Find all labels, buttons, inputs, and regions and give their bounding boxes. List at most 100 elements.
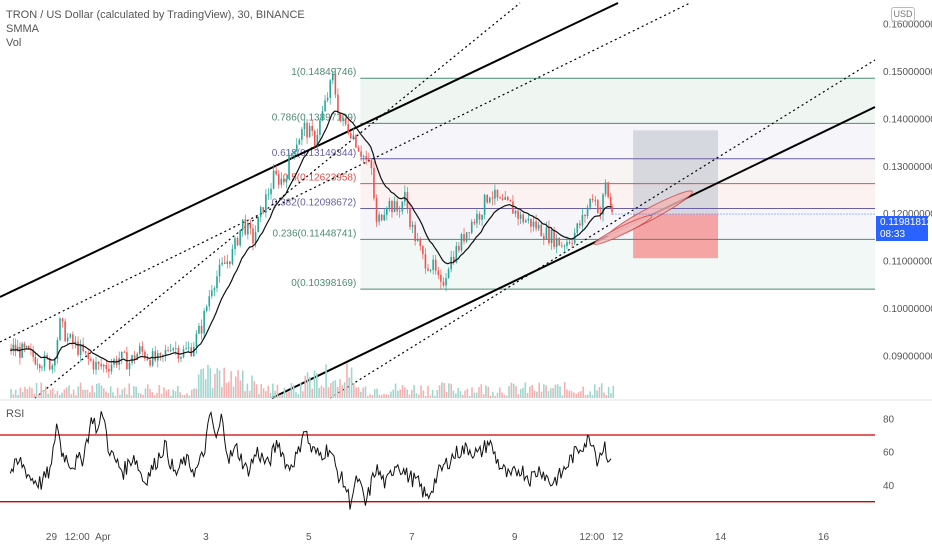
candle-body [551,230,553,243]
volume-bar [300,383,302,398]
volume-bar [425,396,427,398]
volume-bar [434,396,436,398]
volume-bar [369,394,371,398]
volume-bar [302,391,304,398]
volume-bar [207,365,209,398]
candle-body [611,206,613,212]
candle-body [232,249,234,264]
volume-bar [228,382,230,398]
volume-bar [196,389,198,398]
volume-bar [156,393,158,398]
smma-indicator-label[interactable]: SMMA [6,22,305,36]
fib-label-0.618: 0.618(0.13149344) [272,148,357,159]
candle-body [201,326,203,334]
candle-body [546,227,548,239]
volume-bar [531,385,533,398]
volume-bar [337,387,339,398]
volume-bar [374,389,376,398]
volume-bar [388,395,390,398]
time-tick-label: 3 [203,532,209,543]
candle-body [185,348,187,349]
candle-body [239,230,241,245]
volume-bar [311,389,313,398]
candle-body [358,147,360,151]
volume-bar [527,393,529,398]
candle-body [522,215,524,223]
candle-body [265,195,267,213]
volume-bar [494,396,496,398]
candle-body [306,123,308,138]
volume-bar [543,384,545,398]
volume-bar [147,384,149,398]
volume-indicator-label[interactable]: Vol [6,36,305,50]
candle-body [589,199,591,208]
fib-label-1: 1(0.14849746) [291,67,356,78]
volume-bar [140,394,142,398]
volume-bar [409,395,411,398]
volume-bar [328,387,330,398]
symbol-title: TRON / US Dollar (calculated by TradingV… [6,8,305,22]
candle-body [474,222,476,224]
volume-bar [564,382,566,398]
volume-bar [91,386,93,398]
candle-body [582,215,584,225]
volume-bar [550,388,552,398]
volume-bar [216,368,218,398]
volume-bar [508,386,510,398]
volume-bar [536,392,538,398]
candle-body [337,95,339,113]
volume-bar [281,394,283,398]
volume-bar [332,381,334,398]
candle-body [172,348,174,350]
volume-bar [186,393,188,398]
candle-body [365,156,367,159]
candle-body [221,263,223,265]
volume-bar [379,395,381,398]
volume-bar [152,392,154,398]
volume-bar [43,390,45,398]
volume-bar [487,387,489,398]
volume-bar [103,388,105,398]
volume-bar [499,387,501,398]
volume-bar [89,392,91,398]
candle-body [88,353,90,359]
volume-bar [138,393,140,398]
candle-body [594,200,596,201]
candle-body [250,223,252,228]
candle-body [510,200,512,201]
volume-bar [432,390,434,398]
volume-bar [270,393,272,398]
candle-body [41,367,43,368]
candle-body [147,359,149,360]
candle-body [131,355,133,363]
volume-bar [256,384,258,398]
candle-body [517,211,519,219]
volume-bar [304,376,306,398]
candle-body [270,189,272,195]
candle-body [95,362,97,370]
volume-bar [73,390,75,398]
candle-body [211,290,213,296]
candle-body [458,246,460,250]
time-tick-label: 9 [512,532,518,543]
candle-body [440,275,442,282]
bar-countdown: 08:33 [880,229,928,241]
rsi-pane-label[interactable]: RSI [6,408,24,420]
volume-bar [490,396,492,398]
volume-bar [68,385,70,398]
currency-button[interactable]: USD [891,7,915,22]
candle-body [378,215,380,222]
candle-body [335,74,337,95]
volume-bar [279,395,281,398]
volume-bar [541,392,543,398]
candle-body [391,201,393,212]
volume-bar [439,385,441,398]
volume-bar [446,392,448,398]
fib-zone [360,78,875,123]
fib-label-0.236: 0.236(0.11448741) [273,228,357,239]
candle-body [409,208,411,227]
volume-bar [247,384,249,398]
volume-bar [571,391,573,398]
volume-bar [381,395,383,398]
